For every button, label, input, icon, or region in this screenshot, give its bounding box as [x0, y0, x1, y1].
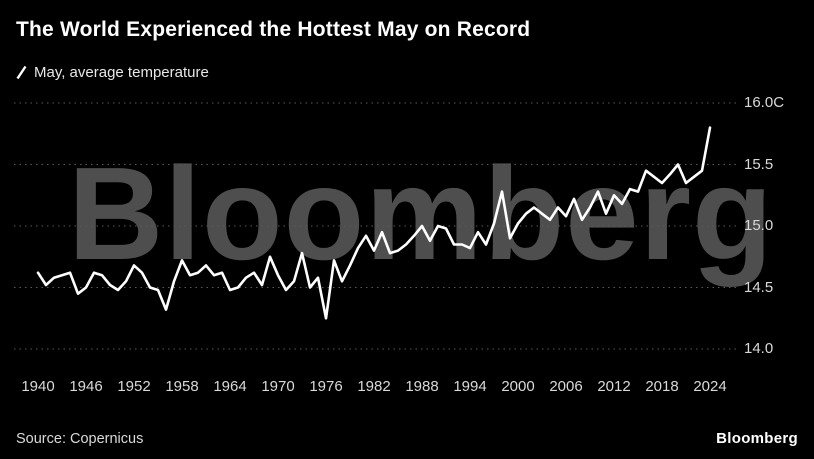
- chart-title: The World Experienced the Hottest May on…: [16, 18, 531, 41]
- bloomberg-logo: Bloomberg: [716, 430, 798, 447]
- line-series-slash-icon: [16, 65, 27, 80]
- legend-label: May, average temperature: [34, 64, 209, 81]
- source-note: Source: Copernicus: [16, 431, 144, 447]
- gridlines: [14, 102, 738, 350]
- legend: May, average temperature: [16, 64, 209, 81]
- temperature-line: [36, 126, 712, 320]
- bloomberg-watermark: Bloomberg: [68, 140, 774, 287]
